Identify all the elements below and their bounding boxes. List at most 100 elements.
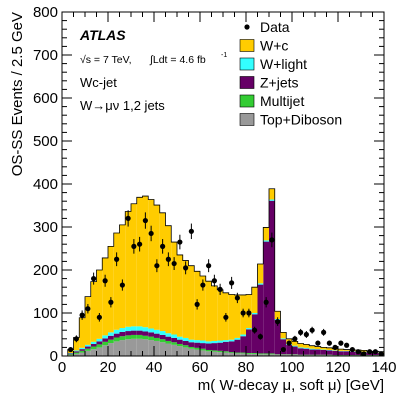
bar (309, 348, 315, 350)
bar (119, 224, 126, 329)
bar (217, 289, 223, 341)
bar (125, 331, 131, 336)
data-marker (223, 314, 229, 320)
bar (108, 343, 114, 356)
data-point (344, 342, 350, 348)
bar (154, 337, 160, 341)
data-marker (378, 351, 384, 357)
bar (257, 283, 264, 285)
bar (148, 328, 154, 333)
y-tick-label: 500 (33, 133, 58, 150)
bar (211, 350, 218, 352)
bar (320, 349, 327, 355)
data-point (200, 279, 206, 291)
bar (269, 199, 275, 201)
data-marker (229, 280, 235, 286)
bar (228, 352, 235, 356)
bar (292, 346, 298, 355)
data-point (263, 297, 269, 308)
data-marker (326, 340, 332, 346)
data-marker (165, 256, 171, 262)
data-point (73, 335, 79, 343)
bar (303, 347, 310, 349)
bar (96, 347, 103, 356)
bar (125, 339, 131, 356)
bar (131, 334, 137, 339)
data-point (188, 223, 194, 240)
bar (257, 353, 264, 355)
axis-ticks (61, 11, 385, 357)
bar (102, 335, 108, 339)
bar (269, 353, 275, 355)
data-marker (125, 215, 131, 221)
bar (269, 188, 275, 200)
bar (165, 336, 172, 341)
data-marker (188, 228, 194, 234)
bar (263, 353, 269, 355)
bar (194, 347, 200, 350)
data-points (68, 210, 384, 357)
data-point (326, 340, 332, 346)
data-point (206, 259, 212, 273)
bar (119, 331, 126, 337)
bar (125, 326, 131, 332)
bar (349, 351, 356, 356)
y-axis-title: OS-SS Events / 2.5 GeV (9, 12, 26, 176)
data-marker (240, 310, 246, 316)
bar (113, 337, 120, 342)
bar (263, 227, 269, 241)
lumi-label: ∫Ldt = 4.6 fb (149, 54, 206, 66)
bar (240, 334, 246, 337)
bar (217, 342, 223, 351)
legend-swatch (239, 113, 255, 126)
data-marker (252, 327, 258, 333)
bar (211, 285, 218, 341)
data-point (372, 349, 378, 355)
legend-swatch (239, 39, 255, 52)
bar (119, 340, 126, 356)
bar (223, 340, 229, 342)
legend-item-w-c: W+c (239, 38, 288, 54)
bar (205, 343, 212, 350)
bar (142, 196, 149, 328)
bar (188, 265, 195, 340)
bar (108, 335, 114, 340)
bar (90, 281, 97, 342)
bar (79, 349, 85, 351)
legend: Data W+c W+light Z+jets Multijet Top+Diboson (239, 19, 342, 128)
bar (159, 212, 166, 332)
data-point (102, 274, 108, 287)
bar (125, 335, 131, 340)
bar (102, 338, 108, 342)
bar (246, 353, 252, 356)
data-marker (200, 282, 206, 288)
data-point (275, 317, 281, 326)
data-marker (96, 314, 102, 320)
data-point (321, 328, 327, 336)
data-point (338, 340, 344, 346)
y-tick-label: 300 (33, 219, 58, 236)
bar (182, 340, 189, 346)
data-point (119, 279, 125, 291)
data-marker (361, 351, 367, 357)
data-marker (177, 239, 183, 245)
data-marker (280, 346, 286, 353)
bar (136, 334, 143, 339)
histogram-stack (67, 188, 384, 356)
bar (154, 340, 160, 356)
bar (194, 340, 200, 343)
data-marker (91, 276, 97, 282)
data-point (154, 259, 160, 273)
bar (257, 284, 264, 354)
data-marker (367, 349, 373, 355)
data-marker (137, 241, 143, 247)
data-marker (85, 306, 91, 312)
bar (90, 341, 97, 344)
bar (85, 296, 91, 345)
data-marker (303, 331, 309, 338)
y-tick-label: 0 (50, 348, 58, 365)
legend-swatch (239, 94, 255, 108)
bar (113, 341, 120, 356)
data-point (257, 333, 263, 340)
bar (90, 346, 97, 350)
